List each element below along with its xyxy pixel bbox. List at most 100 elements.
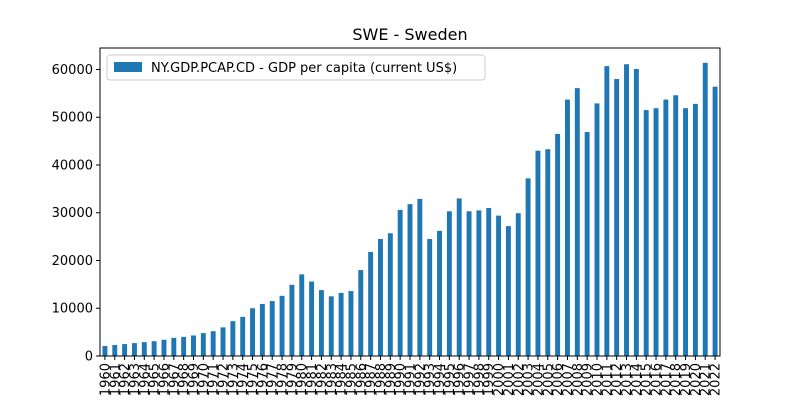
bar-2010 [594, 103, 600, 356]
bar-2000 [496, 215, 502, 356]
y-tick-label: 50000 [52, 111, 93, 126]
bar-1984 [338, 292, 344, 356]
x-tick-label: 1962 [118, 363, 133, 396]
x-tick-label: 1992 [413, 363, 428, 396]
x-tick-label: 1991 [404, 363, 419, 396]
x-tick-label: 1979 [285, 363, 300, 396]
legend-swatch [114, 62, 142, 72]
bar-1967 [171, 337, 177, 356]
x-tick-label: 1961 [108, 363, 123, 396]
bar-1996 [456, 198, 462, 356]
bar-2017 [663, 99, 669, 356]
y-tick-label: 40000 [52, 158, 93, 173]
x-ticks-group: 1960196119621963196419651966196719681969… [98, 356, 724, 396]
x-tick-label: 1971 [207, 363, 222, 396]
bar-1997 [466, 211, 472, 356]
x-tick-label: 2003 [522, 363, 537, 396]
bar-1975 [250, 308, 255, 356]
bar-1987 [368, 251, 374, 356]
x-tick-label: 1960 [98, 363, 113, 396]
bar-1966 [161, 339, 167, 356]
x-tick-label: 2019 [679, 363, 694, 396]
x-tick-label: 2022 [709, 363, 724, 396]
x-tick-label: 1974 [236, 363, 251, 396]
x-tick-label: 2005 [541, 363, 556, 396]
x-tick-label: 1978 [276, 363, 291, 396]
bar-2022 [712, 86, 718, 357]
x-tick-label: 1997 [463, 363, 478, 396]
bar-1983 [328, 296, 334, 356]
bar-1973 [230, 321, 236, 356]
legend: NY.GDP.PCAP.CD - GDP per capita (current… [106, 54, 486, 81]
x-tick-label: 1998 [472, 363, 487, 396]
bar-1974 [240, 316, 246, 356]
bar-2006 [555, 133, 561, 356]
x-tick-label: 1994 [433, 363, 448, 396]
x-tick-label: 1986 [354, 363, 369, 396]
bar-1995 [446, 211, 452, 356]
x-tick-label: 2006 [551, 363, 566, 396]
chart-title: SWE - Sweden [352, 25, 467, 44]
x-tick-label: 1969 [187, 363, 202, 396]
x-tick-label: 2002 [512, 363, 527, 396]
bar-1960 [102, 345, 108, 356]
bar-2021 [702, 62, 708, 357]
bar-1962 [122, 344, 128, 356]
x-tick-label: 1981 [305, 363, 320, 396]
bar-1989 [387, 233, 393, 356]
x-tick-label: 1982 [315, 363, 330, 396]
bar-2011 [604, 66, 610, 357]
x-tick-label: 1965 [148, 363, 163, 396]
y-tick-label: 60000 [52, 63, 93, 78]
x-tick-label: 1977 [266, 363, 281, 396]
x-tick-label: 2001 [502, 363, 517, 396]
bar-1986 [358, 270, 364, 356]
bar-2013 [624, 64, 629, 357]
bar-1979 [289, 284, 295, 356]
bar-2015 [643, 110, 649, 356]
x-tick-label: 1987 [364, 363, 379, 396]
x-tick-label: 2008 [571, 363, 586, 396]
bar-2008 [574, 88, 580, 357]
x-tick-label: 2007 [561, 363, 576, 396]
bar-1977 [269, 301, 275, 356]
bar-1963 [131, 343, 137, 356]
bar-1969 [191, 335, 196, 356]
bar-1992 [417, 198, 423, 356]
x-tick-label: 1984 [335, 363, 350, 396]
bar-2003 [525, 178, 531, 356]
x-tick-label: 1985 [344, 363, 359, 396]
x-tick-label: 2021 [699, 363, 714, 396]
bar-2020 [692, 103, 698, 357]
x-tick-label: 1972 [217, 363, 232, 396]
x-tick-label: 1993 [423, 363, 438, 396]
x-tick-label: 2011 [600, 363, 615, 396]
bar-2018 [673, 95, 679, 357]
bar-1988 [378, 239, 383, 356]
x-tick-label: 1968 [177, 363, 192, 396]
bar-1985 [348, 291, 354, 356]
bar-2005 [545, 149, 551, 356]
bar-1994 [437, 230, 442, 356]
x-tick-label: 2000 [492, 363, 507, 396]
legend-label: NY.GDP.PCAP.CD - GDP per capita (current… [151, 61, 457, 76]
bar-1999 [486, 207, 492, 356]
bar-1980 [299, 274, 305, 356]
x-tick-label: 2020 [689, 363, 704, 396]
y-tick-label: 10000 [52, 302, 93, 317]
x-tick-label: 1976 [256, 363, 271, 396]
bar-1998 [476, 210, 482, 356]
bar-1990 [397, 209, 403, 356]
bar-2007 [565, 99, 570, 356]
y-tick-label: 20000 [52, 254, 93, 269]
y-ticks-group: 0 10000 20000 30000 40000 50000 60000 [52, 63, 100, 365]
bar-2002 [515, 213, 521, 356]
bar-1982 [318, 290, 324, 356]
x-tick-label: 1964 [138, 363, 153, 396]
x-tick-label: 2014 [630, 363, 645, 396]
bar-1968 [181, 336, 187, 356]
x-tick-label: 1983 [325, 363, 340, 396]
bar-1993 [427, 239, 433, 356]
bar-2012 [614, 79, 620, 356]
